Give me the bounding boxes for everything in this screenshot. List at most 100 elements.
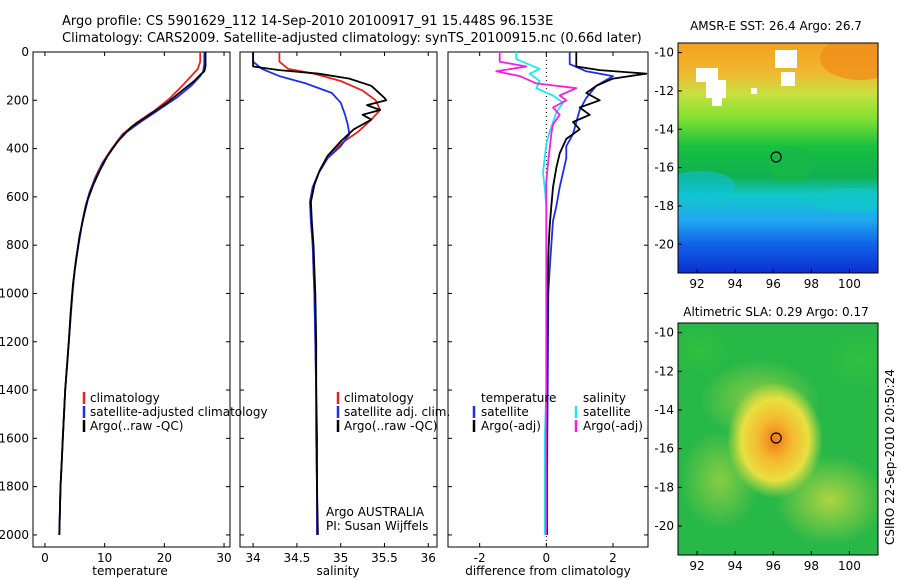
legend-label-sal-argo: Argo(-adj): [583, 419, 643, 433]
legend-label-temp-argo: Argo(-adj): [481, 419, 541, 433]
y-tick-label: -10: [654, 46, 674, 60]
series-line: [278, 52, 382, 535]
series-line: [58, 52, 206, 535]
legend-header-salinity: salinity: [583, 391, 626, 405]
sst-missing-data: [696, 68, 718, 82]
series-line: [515, 52, 564, 535]
temperature-xlabel: temperature: [92, 564, 167, 578]
series-line: [58, 52, 207, 535]
sst-map-title: AMSR-E SST: 26.4 Argo: 26.7: [690, 19, 862, 33]
y-tick-label: -18: [654, 199, 674, 213]
temperature-profile-plot: 0 10 20 30: [33, 51, 232, 565]
salinity-legend: climatology satellite adj. clim. Argo(..…: [336, 391, 450, 433]
sst-missing-data: [751, 88, 757, 94]
sst-patch: [678, 171, 735, 199]
pi-label: PI: Susan Wijffels: [326, 519, 428, 533]
x-tick-label: 30: [216, 551, 231, 565]
salinity-profile-plot: 34 34.5 35 35.5 36: [240, 51, 437, 565]
x-tick-label: -2: [474, 551, 486, 565]
depth-tick-label: 200: [6, 93, 29, 107]
sst-patch: [820, 43, 878, 80]
x-tick-label: 35.5: [371, 551, 398, 565]
depth-axis: 0 200 400 600 800 1000 1200 1400 1600 1800 2000: [0, 45, 29, 542]
legend-label-argo: Argo(..raw -QC): [344, 419, 437, 433]
difference-legend: temperature satellite Argo(-adj) salinit…: [472, 391, 643, 433]
sla-patch: [727, 382, 823, 498]
depth-tick-label: 2000: [0, 528, 29, 542]
x-tick-label: 2: [609, 551, 617, 565]
sst-patch: [810, 188, 878, 212]
sla-patch: [825, 330, 878, 390]
x-tick-label: 96: [766, 559, 781, 573]
sst-missing-data: [775, 50, 797, 68]
x-tick-label: 100: [838, 277, 861, 291]
temperature-legend: climatology satellite-adjusted climatolo…: [82, 391, 268, 433]
sla-map-title: Altimetric SLA: 0.29 Argo: 0.17: [683, 305, 868, 319]
legend-label-satellite: satellite-adjusted climatology: [90, 405, 268, 419]
depth-tick-label: 600: [6, 190, 29, 204]
y-tick-label: -14: [654, 403, 674, 417]
depth-tick-label: 1800: [0, 480, 29, 494]
legend-label-satellite: satellite adj. clim.: [344, 405, 450, 419]
chart-title-line1: Argo profile: CS 5901629_112 14-Sep-2010…: [62, 14, 553, 29]
legend-label-sal-satellite: satellite: [583, 405, 631, 419]
x-tick-label: 36: [421, 551, 436, 565]
depth-tick-label: 800: [6, 238, 29, 252]
salinity-xlabel: salinity: [316, 564, 359, 578]
series-line: [58, 52, 202, 535]
y-tick-label: -20: [654, 519, 674, 533]
sst-missing-data: [781, 72, 795, 86]
sla-map-frame: [677, 322, 879, 556]
sst-map-image: [678, 43, 878, 273]
series-line: [546, 52, 614, 535]
y-tick-label: -20: [654, 237, 674, 251]
x-tick-label: 0: [41, 551, 49, 565]
depth-tick-label: 1400: [0, 383, 29, 397]
depth-tick-label: 1200: [0, 335, 29, 349]
argo-australia-label: Argo AUSTRALIA: [326, 505, 425, 519]
y-tick-label: -18: [654, 480, 674, 494]
salinity-panel-frame: [239, 51, 438, 548]
x-tick-label: 35: [333, 551, 348, 565]
sst-map-frame: [677, 42, 879, 274]
legend-label-temp-satellite: satellite: [481, 405, 529, 419]
y-tick-label: -16: [654, 161, 674, 175]
y-tick-label: -16: [654, 442, 674, 456]
series-line: [495, 52, 578, 535]
difference-profile-plot: -2 0 2: [448, 51, 648, 565]
depth-tick-label: 400: [6, 142, 29, 156]
x-tick-label: 96: [766, 277, 781, 291]
x-tick-label: 92: [689, 559, 704, 573]
x-tick-label: 34.5: [284, 551, 311, 565]
y-tick-label: -12: [654, 84, 674, 98]
legend-header-temperature: temperature: [481, 391, 556, 405]
sst-missing-data: [712, 96, 722, 106]
chart-title-line2: Climatology: CARS2009. Satellite-adjuste…: [62, 31, 642, 46]
legend-label-argo: Argo(..raw -QC): [90, 419, 183, 433]
legend-label-climatology: climatology: [90, 391, 160, 405]
y-tick-label: -14: [654, 122, 674, 136]
depth-tick-label: 1600: [0, 431, 29, 445]
x-tick-label: 94: [728, 559, 743, 573]
depth-tick-label: 1000: [0, 286, 29, 300]
x-tick-label: 34: [245, 551, 260, 565]
csiro-timestamp: CSIRO 22-Sep-2010 20:50:24: [883, 369, 897, 545]
argo-float-marker: [770, 151, 782, 163]
sst-map-axes: 92 94 96 98 100 -10 -12 -14 -16 -18 -20: [654, 46, 860, 291]
x-tick-label: 0: [543, 551, 551, 565]
x-tick-label: 10: [97, 551, 112, 565]
sst-patch: [768, 147, 812, 183]
x-tick-label: 94: [728, 277, 743, 291]
temperature-panel-frame: [32, 51, 231, 548]
sla-map-image: [678, 323, 878, 555]
legend-label-climatology: climatology: [344, 391, 414, 405]
x-tick-label: 98: [804, 559, 819, 573]
x-tick-label: 20: [157, 551, 172, 565]
series-line: [252, 52, 351, 535]
y-tick-label: -12: [654, 364, 674, 378]
depth-tick-label: 0: [21, 45, 29, 59]
x-tick-label: 98: [804, 277, 819, 291]
x-tick-label: 92: [689, 277, 704, 291]
series-line: [546, 52, 648, 535]
